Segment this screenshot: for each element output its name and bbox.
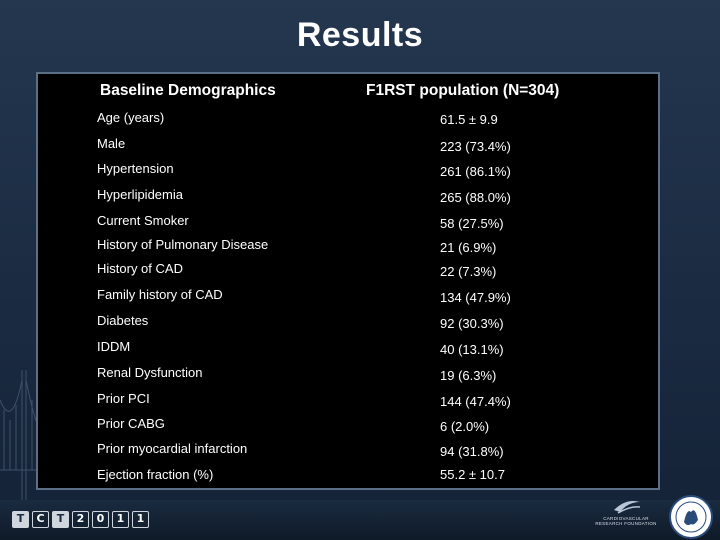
- crf-swoosh-icon: [614, 501, 641, 514]
- table-row: Renal Dysfunction 19 (6.3%): [38, 365, 658, 385]
- row-value: 21 (6.9%): [440, 240, 497, 255]
- row-label: Prior PCI: [97, 391, 150, 406]
- table-row: Ejection fraction (%) 55.2 ± 10.7: [38, 467, 658, 487]
- row-label: Male: [97, 136, 126, 151]
- table-row: Prior PCI 144 (47.4%): [38, 391, 658, 411]
- row-value: 55.2 ± 10.7: [440, 467, 505, 482]
- table-row: Hyperlipidemia 265 (88.0%): [38, 187, 658, 207]
- row-value: 265 (88.0%): [440, 190, 511, 205]
- tct-logo-char: T: [52, 511, 69, 528]
- slide-title: Results: [296, 16, 424, 54]
- bridge-graphic: [0, 370, 40, 510]
- crf-text-line1: CARDIOVASCULAR: [603, 516, 649, 521]
- column-header-population: F1RST population (N=304): [366, 82, 560, 99]
- row-value: 40 (13.1%): [440, 342, 504, 357]
- tct-logo-char: 0: [92, 511, 109, 528]
- crf-logo: CARDIOVASCULAR RESEARCH FOUNDATION: [594, 496, 658, 536]
- row-value: 19 (6.3%): [440, 368, 497, 383]
- row-value: 22 (7.3%): [440, 264, 497, 279]
- row-value: 94 (31.8%): [440, 444, 504, 459]
- row-label: Prior myocardial infarction: [97, 441, 248, 456]
- tct-logo-char: T: [12, 511, 29, 528]
- row-label: History of Pulmonary Disease: [97, 237, 269, 252]
- row-value: 223 (73.4%): [440, 139, 511, 154]
- table-row: Family history of CAD 134 (47.9%): [38, 287, 658, 307]
- tct-logo-char: 1: [112, 511, 129, 528]
- row-label: Hyperlipidemia: [97, 187, 183, 202]
- tct-logo-char: 2: [72, 511, 89, 528]
- table-row: Prior CABG 6 (2.0%): [38, 416, 658, 436]
- row-value: 144 (47.4%): [440, 394, 511, 409]
- footer-bar: [0, 500, 720, 540]
- table-row: History of CAD 22 (7.3%): [38, 261, 658, 281]
- table-row: Age (years) 61.5 ± 9.9: [38, 110, 658, 130]
- row-value: 61.5 ± 9.9: [440, 112, 498, 127]
- row-label: Age (years): [97, 110, 165, 125]
- table-row: Diabetes 92 (30.3%): [38, 313, 658, 333]
- row-label: IDDM: [97, 339, 131, 354]
- row-value: 6 (2.0%): [440, 419, 490, 434]
- table-row: Prior myocardial infarction 94 (31.8%): [38, 441, 658, 461]
- tct-logo-char: C: [32, 511, 49, 528]
- row-label: Diabetes: [97, 313, 149, 328]
- row-label: Prior CABG: [97, 416, 165, 431]
- row-label: Family history of CAD: [97, 287, 223, 302]
- row-value: 134 (47.9%): [440, 290, 511, 305]
- tct-logo-char: 1: [132, 511, 149, 528]
- table-row: Male 223 (73.4%): [38, 136, 658, 156]
- row-value: 92 (30.3%): [440, 316, 504, 331]
- row-label: Renal Dysfunction: [97, 365, 203, 380]
- row-value: 58 (27.5%): [440, 216, 504, 231]
- demographics-table: Baseline Demographics F1RST population (…: [36, 72, 660, 490]
- table-row: Hypertension 261 (86.1%): [38, 161, 658, 181]
- crf-text-line2: RESEARCH FOUNDATION: [595, 521, 657, 526]
- table-row: History of Pulmonary Disease 21 (6.9%): [38, 237, 658, 257]
- tct-2011-logo: T C T 2 0 1 1: [12, 511, 149, 528]
- column-header-baseline: Baseline Demographics: [100, 82, 276, 99]
- table-row: IDDM 40 (13.1%): [38, 339, 658, 359]
- table-row: Current Smoker 58 (27.5%): [38, 213, 658, 233]
- row-label: Current Smoker: [97, 213, 189, 228]
- row-label: Hypertension: [97, 161, 174, 176]
- row-value: 261 (86.1%): [440, 164, 511, 179]
- foundation-seal: [669, 495, 713, 539]
- row-label: Ejection fraction (%): [97, 467, 214, 482]
- row-label: History of CAD: [97, 261, 183, 276]
